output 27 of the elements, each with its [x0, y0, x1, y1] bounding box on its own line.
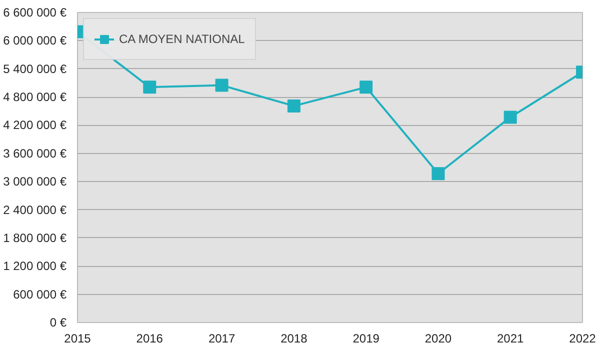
- y-tick-label: 5 400 000 €: [3, 62, 67, 76]
- x-tick-label: 2015: [64, 332, 92, 346]
- x-tick-label: 2016: [136, 332, 164, 346]
- point: [504, 110, 517, 124]
- legend-label: CA MOYEN NATIONAL: [119, 32, 245, 46]
- y-tick-label: 4 800 000 €: [3, 90, 67, 104]
- y-tick-label: 6 600 000 €: [3, 6, 67, 20]
- point: [432, 167, 445, 180]
- point: [215, 78, 228, 92]
- x-tick-label: 2022: [569, 332, 596, 346]
- x-tick-label: 2018: [280, 332, 308, 346]
- y-tick-label: 600 000 €: [13, 287, 67, 302]
- y-tick-label: 6 000 000 €: [3, 34, 67, 48]
- x-tick-label: 2021: [497, 332, 524, 346]
- y-tick-label: 4 200 000 €: [3, 118, 67, 132]
- x-tick-label: 2017: [208, 332, 236, 346]
- y-tick-label: 2 400 000 €: [3, 202, 67, 217]
- point: [143, 80, 156, 94]
- point: [287, 99, 300, 112]
- y-tick-label: 0 €: [50, 316, 67, 330]
- y-tick-label: 3 600 000 €: [3, 146, 67, 160]
- y-tick-label: 1 800 000 €: [3, 230, 67, 245]
- y-tick-label: 1 200 000 €: [3, 259, 67, 274]
- point: [360, 80, 373, 94]
- y-tick-label: 3 000 000 €: [3, 174, 67, 189]
- x-tick-label: 2019: [352, 332, 380, 346]
- x-tick-label: 2020: [424, 332, 452, 346]
